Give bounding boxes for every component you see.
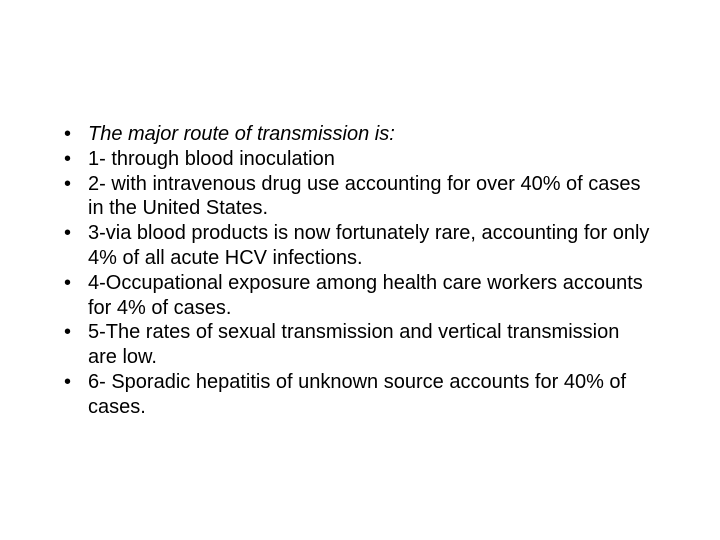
bullet-list: The major route of transmission is: 1- t… (58, 122, 652, 420)
bullet-text: 4-Occupational exposure among health car… (88, 272, 643, 319)
list-item: 5-The rates of sexual transmission and v… (58, 320, 652, 370)
bullet-text: The major route of transmission is: (88, 123, 395, 145)
list-item: The major route of transmission is: (58, 122, 652, 147)
bullet-text: 1- through blood inoculation (88, 148, 335, 170)
bullet-text: 6- Sporadic hepatitis of unknown source … (88, 371, 626, 418)
list-item: 1- through blood inoculation (58, 147, 652, 172)
list-item: 4-Occupational exposure among health car… (58, 271, 652, 321)
list-item: 2- with intravenous drug use accounting … (58, 172, 652, 222)
list-item: 3-via blood products is now fortunately … (58, 221, 652, 271)
bullet-text: 5-The rates of sexual transmission and v… (88, 321, 619, 368)
bullet-text: 2- with intravenous drug use accounting … (88, 173, 641, 220)
bullet-text: 3-via blood products is now fortunately … (88, 222, 649, 269)
list-item: 6- Sporadic hepatitis of unknown source … (58, 370, 652, 420)
slide: The major route of transmission is: 1- t… (0, 0, 720, 540)
